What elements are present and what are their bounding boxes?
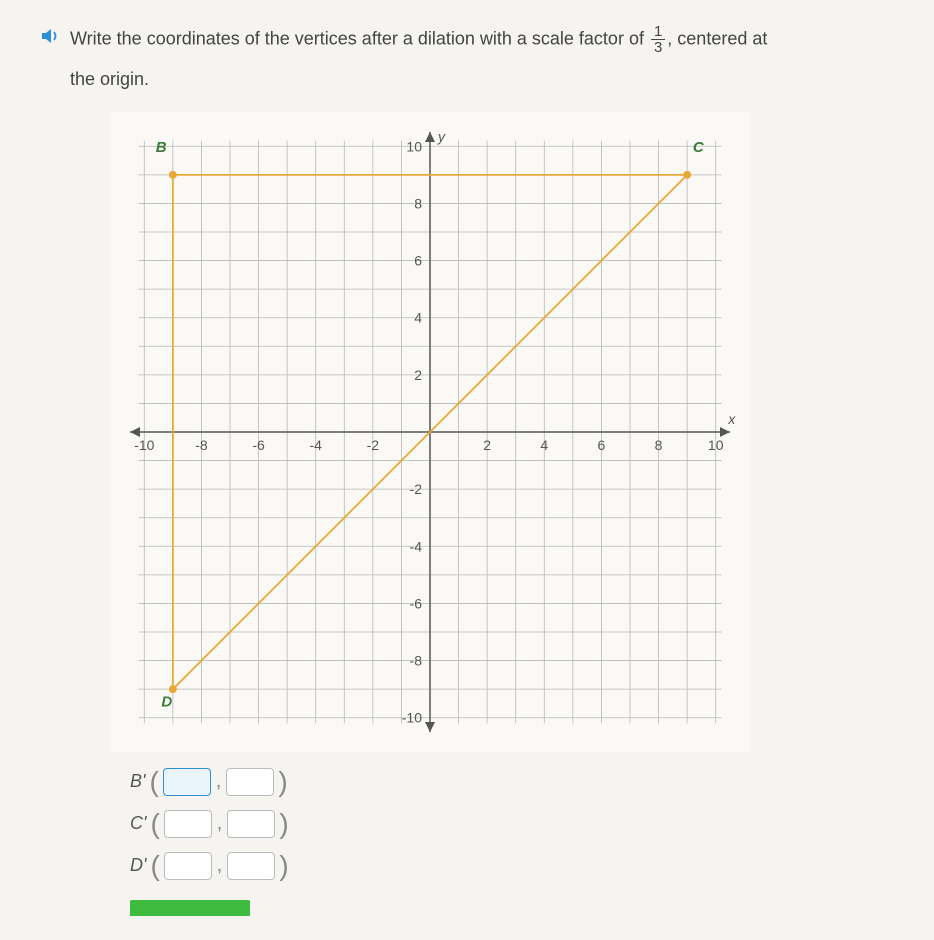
- question-suffix: , centered at: [667, 28, 767, 48]
- svg-text:6: 6: [598, 437, 606, 453]
- input-b-y[interactable]: [226, 768, 274, 796]
- svg-text:4: 4: [540, 437, 548, 453]
- svg-text:-10: -10: [402, 710, 422, 726]
- svg-text:4: 4: [414, 310, 422, 326]
- svg-text:-10: -10: [134, 437, 154, 453]
- answer-label: B': [130, 771, 145, 792]
- close-paren: ): [279, 808, 288, 840]
- svg-text:-2: -2: [367, 437, 380, 453]
- close-paren: ): [279, 850, 288, 882]
- audio-icon[interactable]: [40, 26, 62, 51]
- svg-text:B: B: [156, 139, 167, 156]
- svg-text:C: C: [693, 139, 705, 156]
- comma: ,: [216, 770, 222, 793]
- comma: ,: [217, 812, 223, 835]
- svg-text:-8: -8: [410, 652, 423, 668]
- svg-text:y: y: [437, 129, 446, 145]
- submit-button[interactable]: [130, 900, 250, 916]
- svg-text:-2: -2: [410, 481, 423, 497]
- svg-text:10: 10: [406, 138, 422, 154]
- open-paren: (: [150, 850, 159, 882]
- svg-text:-4: -4: [410, 538, 423, 554]
- svg-text:-8: -8: [195, 437, 208, 453]
- open-paren: (: [149, 766, 158, 798]
- fraction-numerator: 1: [651, 24, 665, 40]
- svg-text:2: 2: [414, 367, 422, 383]
- svg-text:8: 8: [655, 437, 663, 453]
- svg-text:-6: -6: [252, 437, 265, 453]
- svg-text:-6: -6: [410, 595, 423, 611]
- question-prefix: Write the coordinates of the vertices af…: [70, 28, 649, 48]
- svg-text:10: 10: [708, 437, 724, 453]
- coordinate-graph: -10-8-6-4-2246810-10-8-6-4-2246810xyBCD: [110, 112, 750, 752]
- question-row: Write the coordinates of the vertices af…: [40, 24, 894, 94]
- input-b-x[interactable]: [163, 768, 211, 796]
- svg-text:2: 2: [483, 437, 491, 453]
- close-paren: ): [278, 766, 287, 798]
- answer-label: C': [130, 813, 146, 834]
- input-c-x[interactable]: [164, 810, 212, 838]
- fraction-denominator: 3: [651, 40, 665, 55]
- svg-text:-4: -4: [309, 437, 322, 453]
- input-d-y[interactable]: [227, 852, 275, 880]
- svg-text:6: 6: [414, 252, 422, 268]
- answer-row-c: C' ( , ): [130, 808, 894, 840]
- input-c-y[interactable]: [227, 810, 275, 838]
- svg-text:D: D: [161, 693, 172, 710]
- answer-row-d: D' ( , ): [130, 850, 894, 882]
- answer-row-b: B' ( , ): [130, 766, 894, 798]
- scale-factor-fraction: 1 3: [651, 24, 665, 55]
- answer-inputs: B' ( , ) C' ( , ) D' ( , ): [130, 766, 894, 882]
- comma: ,: [217, 854, 223, 877]
- answer-label: D': [130, 855, 146, 876]
- input-d-x[interactable]: [164, 852, 212, 880]
- question-text: Write the coordinates of the vertices af…: [70, 24, 767, 94]
- question-line2: the origin.: [70, 65, 767, 94]
- open-paren: (: [150, 808, 159, 840]
- svg-text:x: x: [727, 411, 736, 427]
- svg-text:8: 8: [414, 195, 422, 211]
